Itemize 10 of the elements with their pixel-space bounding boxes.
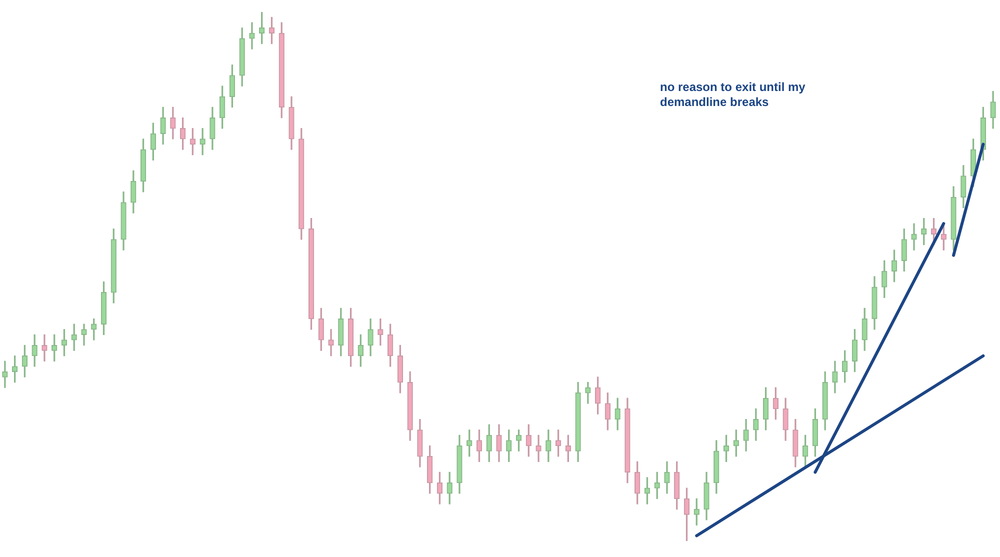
candlestick	[200, 128, 206, 156]
candlestick	[249, 22, 255, 50]
candlestick	[2, 360, 8, 388]
candlestick	[911, 223, 917, 250]
candlestick	[536, 434, 542, 462]
candlestick	[328, 329, 334, 356]
candlestick	[378, 318, 384, 346]
candlestick	[585, 382, 591, 404]
annotation: no reason to exit until my demandline breaks	[660, 80, 806, 110]
candlestick	[42, 334, 48, 362]
